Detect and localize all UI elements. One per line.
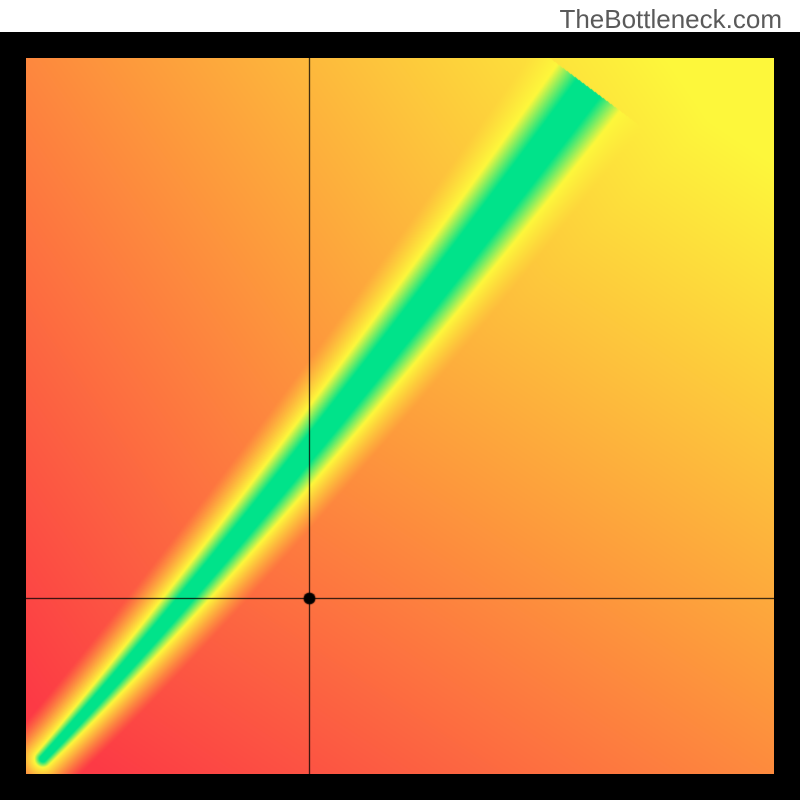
bottleneck-heatmap [26, 58, 774, 774]
attribution-label: TheBottleneck.com [559, 4, 782, 35]
